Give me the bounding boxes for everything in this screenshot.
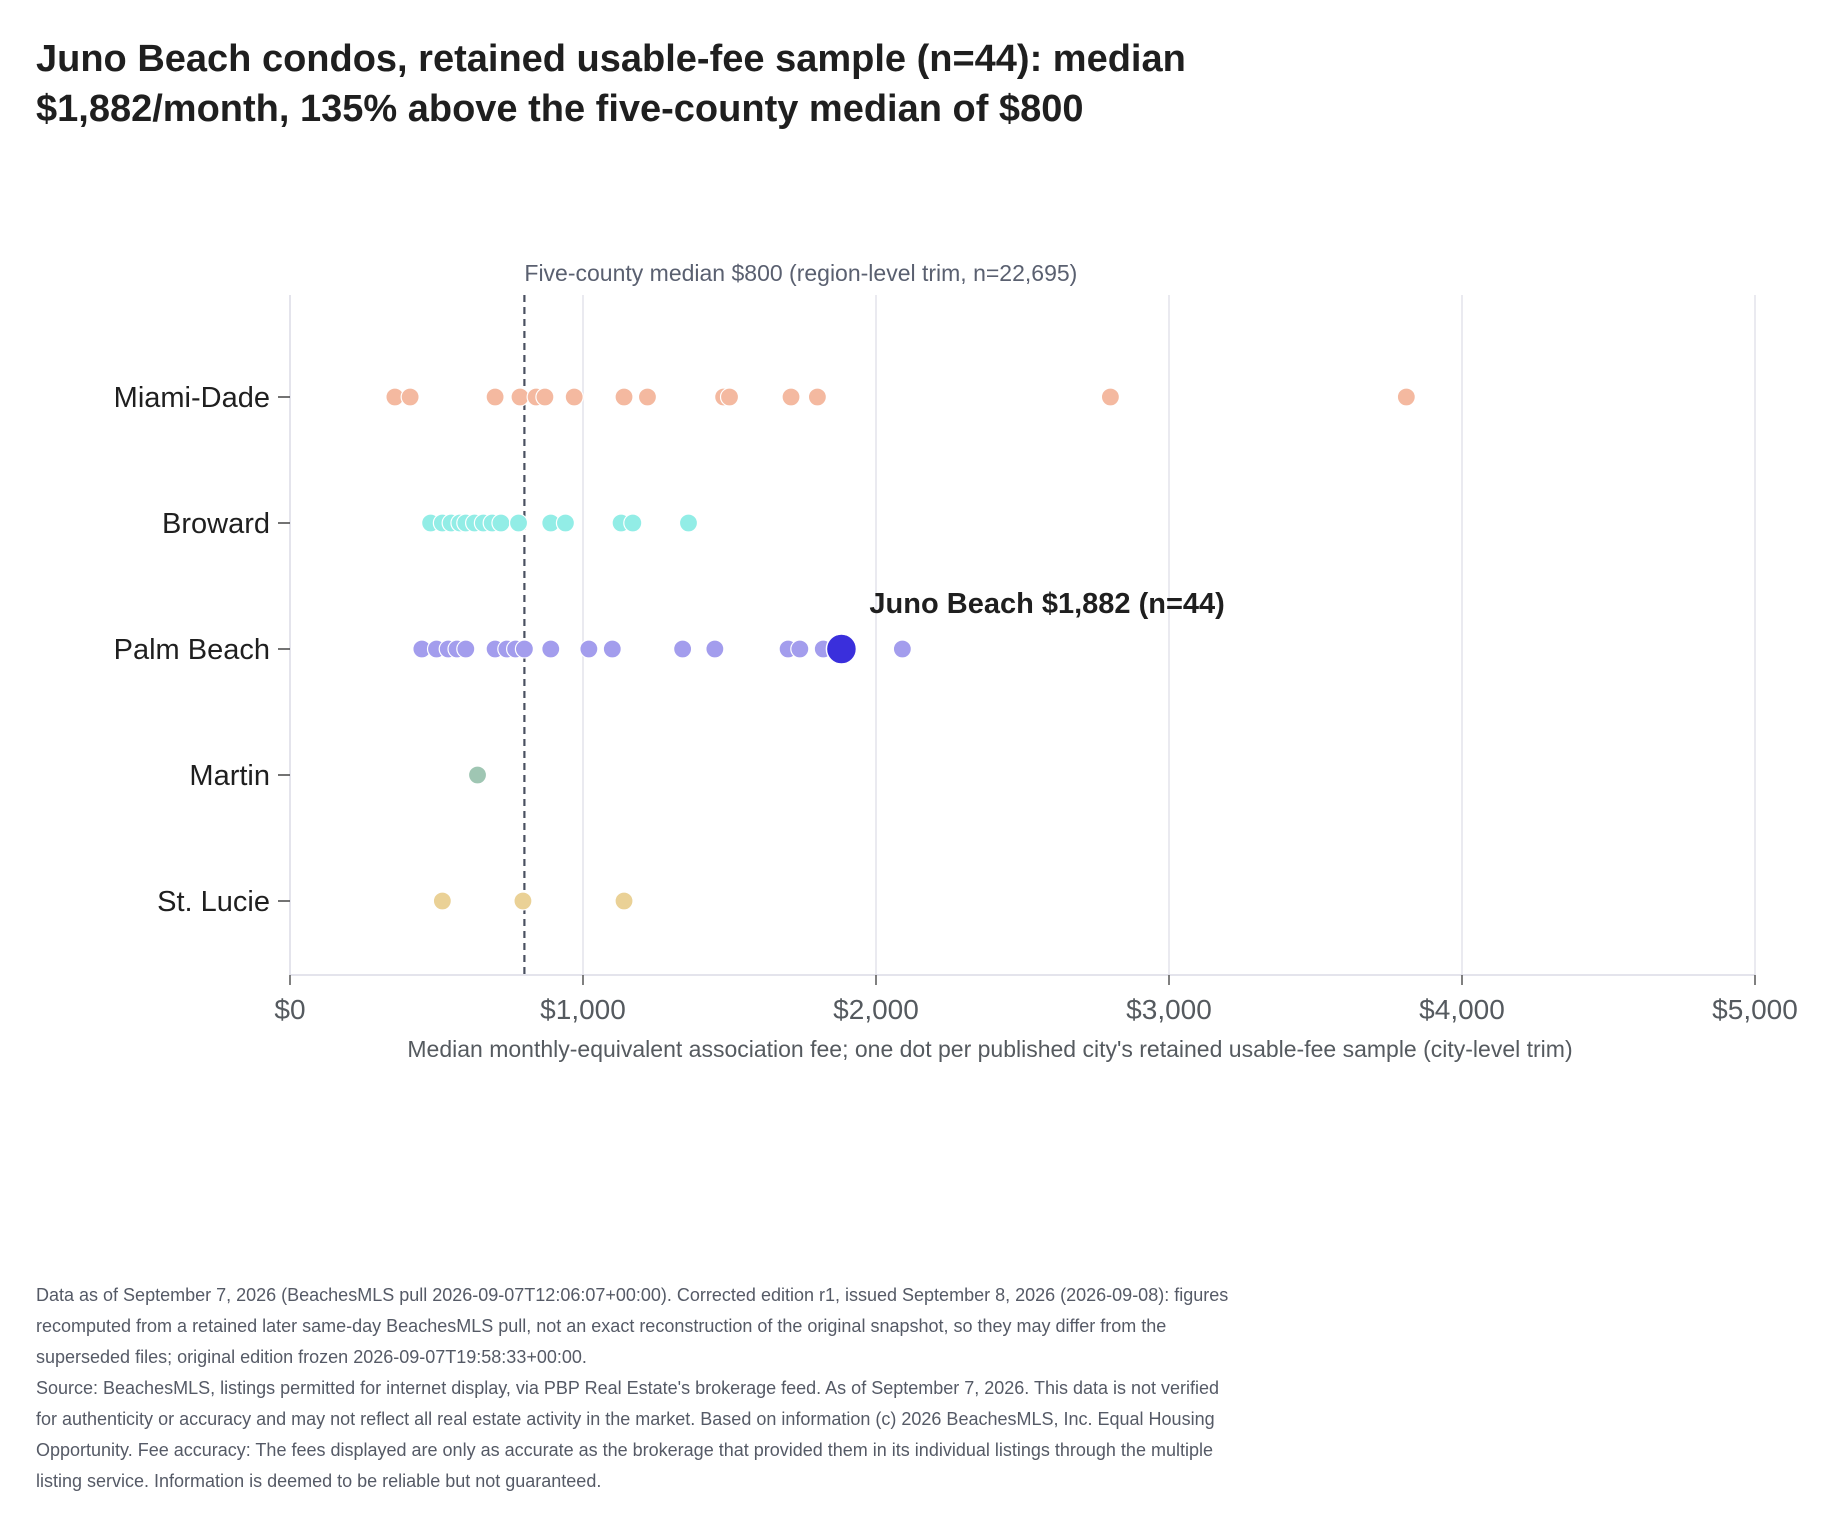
data-point bbox=[1100, 387, 1121, 407]
chart-title-line-1: Juno Beach condos, retained usable-fee s… bbox=[36, 38, 1186, 80]
data-point bbox=[535, 387, 555, 407]
footnote-line-2: recomputed from a retained later same-da… bbox=[36, 1316, 1167, 1336]
x-tick-label: $3,000 bbox=[1126, 994, 1212, 1025]
x-tick-label: $4,000 bbox=[1419, 994, 1505, 1025]
x-axis-label: Median monthly-equivalent association fe… bbox=[407, 1036, 1572, 1062]
data-point bbox=[508, 513, 529, 533]
dot-plot-chart: $0 $1,000 $2,000 $3,000 $4,000 $5,000 Median m… bbox=[114, 260, 1798, 1062]
data-point bbox=[614, 891, 634, 911]
data-point bbox=[579, 639, 599, 659]
footnote-line-4: Source: BeachesMLS, listings permitted f… bbox=[36, 1378, 1220, 1398]
data-point bbox=[485, 387, 505, 407]
gridlines bbox=[582, 295, 1756, 975]
footnote-line-5: for authenticity or accuracy and may not… bbox=[36, 1409, 1215, 1429]
data-point bbox=[614, 387, 634, 407]
data-point bbox=[602, 639, 622, 659]
labels: $0 $1,000 $2,000 $3,000 $4,000 $5,000 Median m… bbox=[114, 260, 1798, 1062]
data-point bbox=[673, 639, 693, 659]
data-point bbox=[781, 387, 801, 407]
x-tick-label: $5,000 bbox=[1712, 994, 1798, 1025]
data-point bbox=[564, 387, 584, 407]
data-point bbox=[892, 639, 912, 659]
y-category-label: Miami-Dade bbox=[114, 382, 270, 414]
footnotes: Data as of September 7, 2026 (BeachesMLS… bbox=[36, 1280, 1416, 1497]
data-point bbox=[400, 387, 420, 407]
reference-line-label: Five-county median $800 (region-level tr… bbox=[524, 260, 1077, 286]
x-tick-label: $1,000 bbox=[540, 994, 626, 1025]
data-point bbox=[705, 639, 725, 659]
y-category-label: St. Lucie bbox=[157, 886, 270, 918]
y-category-label: Palm Beach bbox=[114, 634, 270, 666]
data-point bbox=[807, 387, 828, 407]
footnote-line-3: superseded files; original edition froze… bbox=[36, 1347, 587, 1367]
data-point bbox=[678, 513, 699, 533]
data-point bbox=[467, 765, 488, 785]
footnote-line-1: Data as of September 7, 2026 (BeachesMLS… bbox=[36, 1285, 1229, 1305]
y-category-label: Martin bbox=[189, 760, 270, 792]
data-point bbox=[637, 387, 658, 407]
dots bbox=[385, 387, 1416, 911]
footnote-line-7: listing service. Information is deemed t… bbox=[36, 1471, 602, 1491]
data-point bbox=[541, 639, 561, 659]
data-point bbox=[555, 513, 576, 533]
data-point bbox=[514, 639, 535, 659]
y-category-label: Broward bbox=[162, 508, 270, 540]
data-point bbox=[432, 891, 452, 911]
data-point bbox=[513, 891, 533, 911]
data-point bbox=[719, 387, 740, 407]
axes bbox=[278, 295, 1756, 985]
data-point bbox=[491, 513, 511, 533]
data-point bbox=[790, 639, 810, 659]
x-tick-label: $0 bbox=[274, 994, 305, 1025]
footnote-line-6: Opportunity. Fee accuracy: The fees disp… bbox=[36, 1440, 1213, 1460]
highlight-point bbox=[825, 633, 858, 665]
data-point bbox=[456, 639, 476, 659]
data-point bbox=[510, 387, 530, 407]
data-point bbox=[1396, 387, 1416, 407]
chart-title-line-2: $1,882/month, 135% above the five-county… bbox=[36, 88, 1084, 130]
highlight-label: Juno Beach $1,882 (n=44) bbox=[869, 588, 1224, 620]
x-tick-label: $2,000 bbox=[833, 994, 919, 1025]
data-point bbox=[623, 513, 643, 533]
chart-title: Juno Beach condos, retained usable-fee s… bbox=[36, 34, 1536, 134]
